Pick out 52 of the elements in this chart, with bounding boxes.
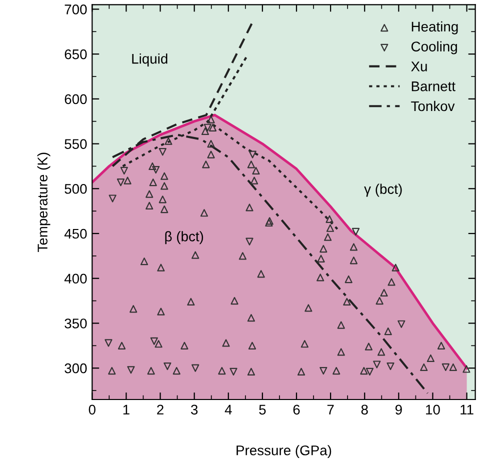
- point: [158, 148, 166, 156]
- point: [152, 166, 160, 174]
- legend-label: Xu: [411, 62, 427, 72]
- point: [398, 320, 406, 328]
- y-tick-label: 550: [64, 139, 87, 149]
- legend-label: Tonkov: [411, 100, 455, 112]
- x-axis-title: Pressure (GPa): [236, 445, 332, 458]
- point: [386, 362, 394, 370]
- point: [150, 337, 158, 345]
- x-tick-label: 0: [88, 404, 96, 415]
- y-tick-label: 500: [64, 184, 87, 194]
- point: [320, 366, 328, 375]
- point: [246, 238, 254, 246]
- x-tick-label: 7: [327, 404, 334, 414]
- point: [104, 339, 112, 347]
- x-tick-label: 11: [460, 404, 474, 414]
- legend-label: Barnett: [412, 82, 456, 92]
- point: [116, 178, 125, 186]
- y-tick-label: 350: [64, 318, 87, 328]
- x-tick-label: 10: [426, 404, 440, 415]
- point: [192, 364, 200, 372]
- x-tick-label: 5: [259, 404, 266, 415]
- legend-label: Heating: [412, 21, 458, 34]
- x-tick-label: 6: [293, 404, 300, 415]
- point: [366, 368, 374, 376]
- y-tick-label: 700: [64, 4, 87, 14]
- y-tick-label: 450: [64, 228, 87, 239]
- y-tick-label: 600: [64, 94, 87, 104]
- point: [127, 366, 135, 374]
- point: [373, 360, 381, 368]
- annotation: β (bct): [165, 231, 204, 244]
- point: [108, 194, 116, 202]
- x-tick-label: 2: [157, 404, 164, 414]
- y-tick-label: 400: [64, 274, 87, 284]
- y-tick-label: 300: [64, 363, 87, 374]
- point: [204, 124, 212, 132]
- point: [230, 368, 238, 376]
- x-tick-label: 8: [361, 404, 368, 415]
- point: [352, 228, 360, 236]
- point: [248, 150, 256, 158]
- x-tick-label: 9: [395, 404, 402, 415]
- point: [120, 166, 128, 175]
- legend-label: Cooling: [411, 41, 457, 54]
- point: [442, 363, 450, 372]
- y-tick-label: 650: [64, 49, 87, 60]
- annotation: Liquid: [132, 54, 168, 66]
- x-tick-label: 1: [123, 404, 130, 414]
- annotation: γ (bct): [364, 184, 402, 197]
- x-tick-label: 4: [224, 404, 232, 414]
- x-tick-label: 3: [190, 404, 198, 415]
- y-axis-title: Temperature (K): [37, 152, 50, 252]
- point: [164, 362, 172, 370]
